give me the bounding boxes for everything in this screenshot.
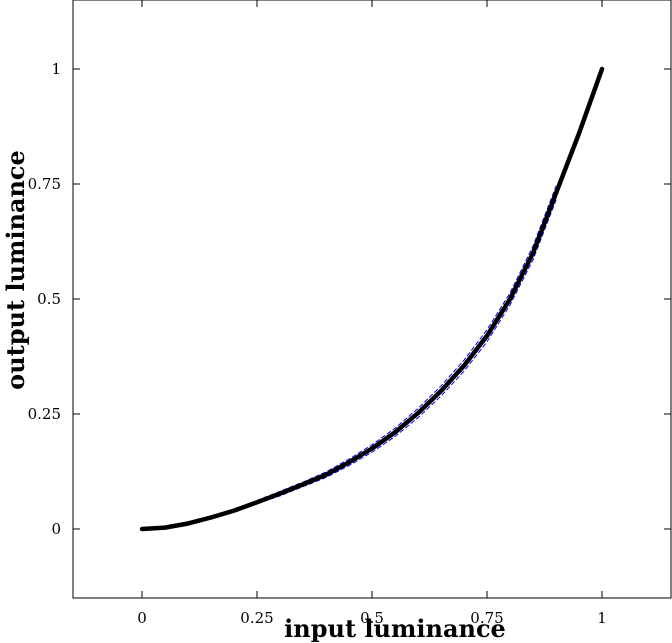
y-axis-label: output luminance — [1, 150, 30, 390]
plot-frame — [72, 0, 672, 599]
x-tick-label: 0 — [137, 609, 147, 627]
series-0-main-curve — [139, 66, 605, 532]
y-tick-label: 0.25 — [28, 405, 61, 423]
series-2-dashed-line — [256, 199, 557, 505]
x-tick-label: 0.25 — [240, 609, 273, 627]
y-tick-label: 1 — [51, 60, 61, 78]
x-tick-label: 0.75 — [470, 609, 503, 627]
y-axis-ticks: 0 0.25 0.5 0.75 1 — [28, 60, 671, 538]
y-tick-label: 0.5 — [37, 290, 61, 308]
x-axis-ticks: 0 0.25 0.5 0.75 1 — [137, 0, 607, 627]
series-layer — [139, 66, 605, 532]
y-tick-label: 0 — [51, 520, 61, 538]
x-tick-label: 0.5 — [360, 609, 384, 627]
x-axis-label: input luminance — [284, 614, 506, 643]
y-tick-label: 0.75 — [28, 175, 61, 193]
series-1-dashed-line — [256, 185, 557, 501]
x-tick-label: 1 — [597, 609, 607, 627]
